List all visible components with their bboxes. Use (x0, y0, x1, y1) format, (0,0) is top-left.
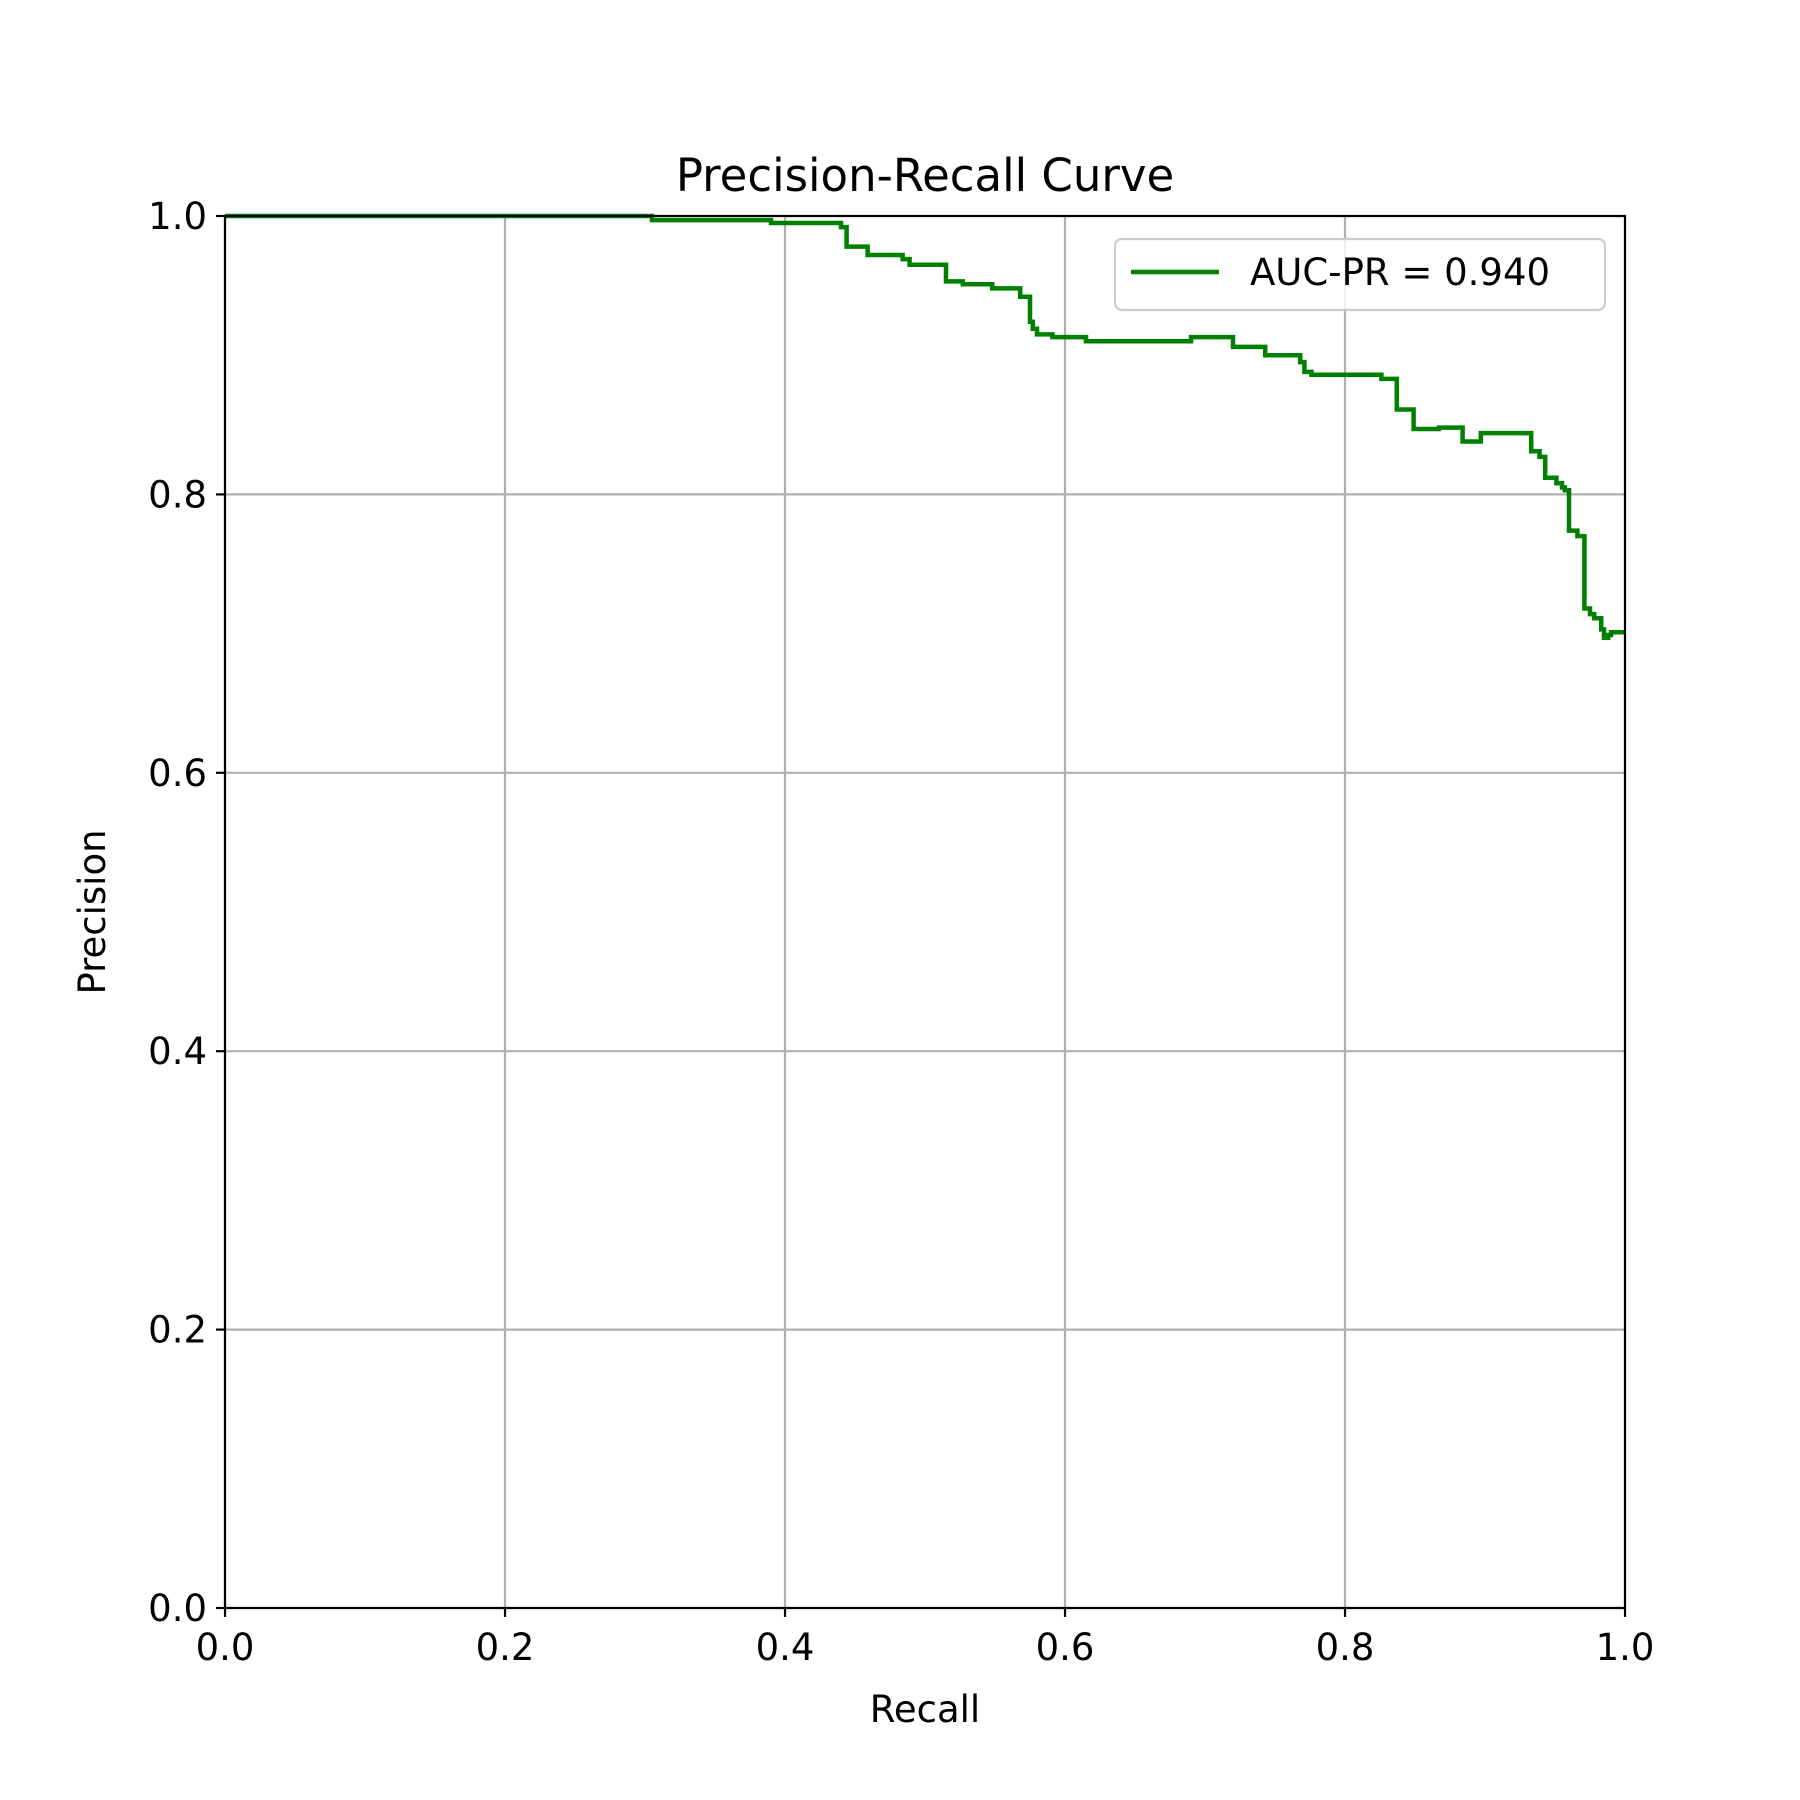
x-tick-label: 0.8 (1316, 1626, 1375, 1669)
legend: AUC-PR = 0.940 (1113, 237, 1607, 312)
y-tick-label: 0.4 (148, 1030, 207, 1073)
x-tick-label: 1.0 (1596, 1626, 1655, 1669)
chart-title: Precision-Recall Curve (676, 149, 1174, 202)
series-layer (225, 213, 1625, 641)
x-tick-label: 0.0 (196, 1626, 255, 1669)
series-line (225, 213, 1625, 641)
legend-label: AUC-PR = 0.940 (1250, 251, 1550, 294)
x-tick-label: 0.2 (476, 1626, 535, 1669)
y-tick-label: 1.0 (148, 195, 207, 238)
y-axis-label: Precision (71, 829, 114, 994)
x-tick-label: 0.6 (1036, 1626, 1095, 1669)
plot-frame (223, 214, 1627, 1610)
x-tick-label: 0.4 (756, 1626, 815, 1669)
y-axis: 0.0 0.2 0.4 0.6 0.8 1.0 (148, 195, 225, 1630)
x-axis-label: Recall (870, 1688, 980, 1731)
y-tick-label: 0.6 (148, 752, 207, 795)
plot-area (225, 216, 1625, 1608)
y-tick-label: 0.8 (148, 473, 207, 516)
legend-box (1113, 237, 1607, 312)
x-axis: 0.0 0.2 0.4 0.6 0.8 1.0 (196, 1608, 1655, 1669)
y-tick-label: 0.2 (148, 1309, 207, 1352)
y-tick-label: 0.0 (148, 1587, 207, 1630)
